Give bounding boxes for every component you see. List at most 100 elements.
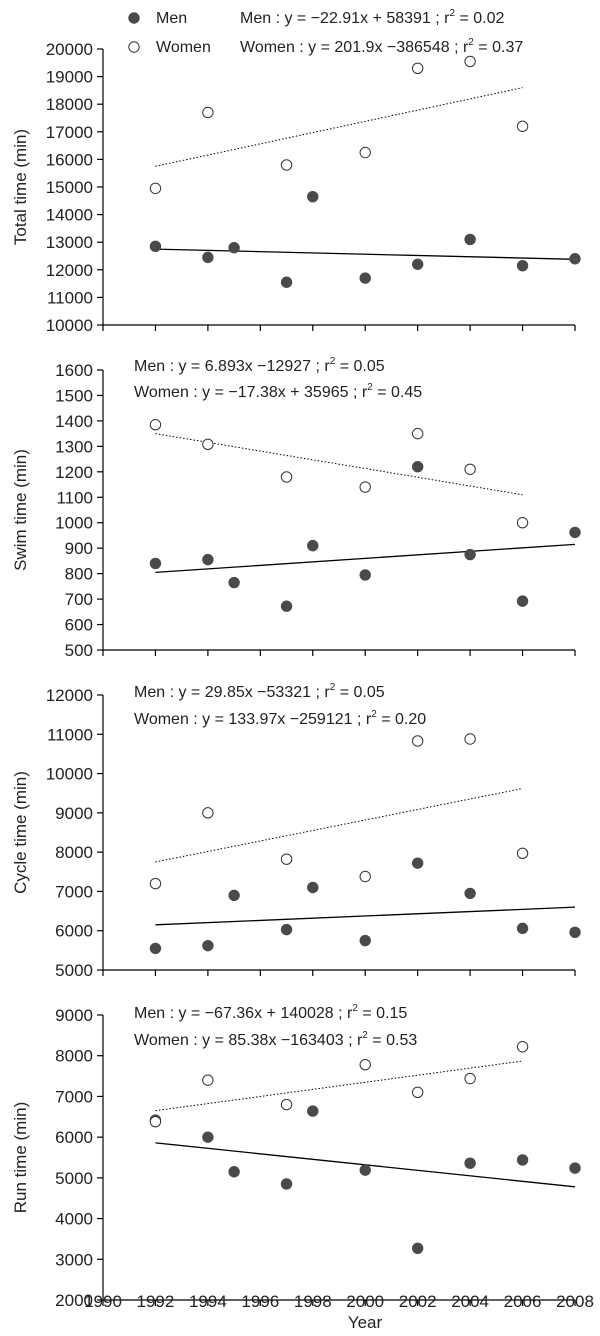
swim-men-point	[149, 557, 162, 570]
swim-y-tick-label: 900	[65, 539, 93, 558]
total-men-point	[280, 276, 293, 288]
total-men-point	[569, 253, 581, 265]
run-equation-men: Men : y = −67.36x + 140028 ; r2 = 0.15	[134, 1003, 407, 1022]
total-men-point	[202, 251, 214, 264]
total-men-trend-line	[155, 248, 576, 260]
swim-women-trend-line	[155, 433, 523, 496]
swim-women-point	[516, 517, 529, 529]
cycle-women-point	[202, 807, 214, 819]
total-y-tick-label: 11000	[47, 288, 93, 307]
legend-women-label: Women	[156, 39, 211, 56]
total-y-tick-label: 14000	[46, 206, 93, 225]
cycle-men-point	[464, 887, 476, 900]
total-women-point	[202, 106, 214, 119]
swim-men-point	[464, 548, 476, 561]
run-women-point	[359, 1058, 371, 1071]
run-women-point	[280, 1098, 293, 1111]
x-tick-label: 1996	[241, 1292, 279, 1311]
swim-men-point	[228, 576, 240, 589]
swim-men-point	[359, 569, 371, 581]
cycle-men-point	[202, 939, 214, 952]
legend-men-equation: Men : y = −22.91x + 58391 ; r2 = 0.02	[240, 8, 505, 27]
run-men-point	[411, 1242, 424, 1254]
swim-men-point	[280, 600, 293, 612]
run-women-point	[464, 1072, 476, 1085]
total-y-tick-label: 17000	[46, 123, 93, 142]
x-tick-label: 1998	[294, 1292, 332, 1311]
legend-men-label: Men	[156, 10, 187, 27]
run-y-tick-label: 8000	[55, 1047, 93, 1066]
cycle-y-tick-label: 11000	[47, 725, 93, 744]
run-men-point	[307, 1105, 319, 1117]
run-y-tick-label: 5000	[55, 1169, 93, 1188]
total-women-point	[516, 120, 529, 132]
total-men-point	[464, 233, 476, 246]
total-men-point	[307, 190, 319, 203]
swim-y-tick-label: 700	[65, 590, 93, 609]
cycle-men-point	[280, 923, 293, 936]
legend-women-marker	[128, 41, 140, 53]
total-y-tick-label: 18000	[46, 95, 93, 114]
run-women-point	[149, 1115, 162, 1128]
legend-men-marker	[128, 12, 140, 24]
panel-run: 2000 3000 4000 5000 6000 7000 8000 9000 Run time…	[11, 1003, 581, 1310]
cycle-men-point	[228, 889, 240, 902]
run-equation-women: Women : y = 85.38x −163403 ; r2 = 0.53	[134, 1030, 417, 1049]
panel-swim: 500 600 700 800 900 1000 1100 1200 1300 1400 1500 1…	[11, 356, 581, 660]
total-y-tick-label: 13000	[46, 233, 93, 252]
cycle-women-trend-line	[155, 788, 523, 863]
cycle-men-point	[359, 934, 371, 947]
cycle-y-axis-label: Cycle time (min)	[11, 771, 30, 894]
cycle-men-point	[307, 881, 319, 894]
cycle-y-tick-label: 5000	[55, 961, 93, 980]
cycle-women-point	[464, 733, 476, 745]
swim-men-point	[516, 595, 529, 607]
total-y-tick-label: 12000	[46, 261, 93, 280]
run-men-point	[228, 1166, 240, 1178]
swim-women-point	[149, 419, 162, 431]
total-men-point	[411, 258, 424, 270]
cycle-men-point	[149, 942, 162, 955]
cycle-y-tick-label: 7000	[55, 882, 93, 901]
x-tick-labels: 1990 1992 1994 1996 1998 2000 2002 2004 2006 2008	[84, 1292, 594, 1311]
cycle-men-point	[516, 922, 529, 935]
total-y-tick-label: 10000	[46, 316, 93, 335]
swim-y-tick-label: 1400	[55, 412, 93, 431]
legend: Men Men : y = −22.91x + 58391 ; r2 = 0.0…	[128, 8, 523, 56]
total-women-point	[280, 159, 293, 171]
run-y-tick-label: 7000	[55, 1087, 93, 1106]
run-men-point	[569, 1162, 581, 1174]
run-men-point	[280, 1178, 293, 1190]
cycle-y-tick-label: 12000	[46, 686, 93, 705]
cycle-equation-women: Women : y = 133.97x −259121 ; r2 = 0.20	[134, 709, 426, 728]
run-men-point	[516, 1154, 529, 1166]
swim-men-point	[202, 553, 214, 566]
run-women-point	[411, 1086, 424, 1099]
swim-y-tick-label: 600	[65, 616, 93, 635]
cycle-women-point	[359, 870, 371, 883]
swim-women-point	[280, 471, 293, 483]
x-tick-label: 2008	[556, 1292, 594, 1311]
swim-y-tick-label: 500	[65, 641, 93, 660]
x-tick-label: 1994	[189, 1292, 227, 1311]
swim-y-tick-label: 1000	[55, 514, 93, 533]
cycle-y-tick-label: 6000	[55, 922, 93, 941]
swim-men-trend-line	[155, 543, 576, 574]
swim-men-point	[307, 539, 319, 552]
swim-y-tick-label: 1100	[56, 488, 93, 507]
swim-women-point	[464, 463, 476, 475]
x-tick-label: 2006	[504, 1292, 542, 1311]
x-tick-label: 2000	[346, 1292, 384, 1311]
cycle-women-point	[280, 853, 293, 865]
cycle-men-point	[411, 857, 424, 869]
run-women-point	[516, 1041, 529, 1053]
total-women-point	[464, 55, 476, 68]
legend-women-equation: Women : y = 201.9x −386548 ; r2 = 0.37	[240, 37, 523, 56]
total-y-tick-label: 19000	[46, 68, 93, 87]
swim-men-point	[569, 526, 581, 539]
cycle-equation-men: Men : y = 29.85x −53321 ; r2 = 0.05	[134, 682, 385, 701]
x-tick-label: 2004	[451, 1292, 489, 1311]
swim-equation-women: Women : y = −17.38x + 35965 ; r2 = 0.45	[134, 382, 422, 401]
cycle-y-tick-label: 8000	[55, 843, 93, 862]
